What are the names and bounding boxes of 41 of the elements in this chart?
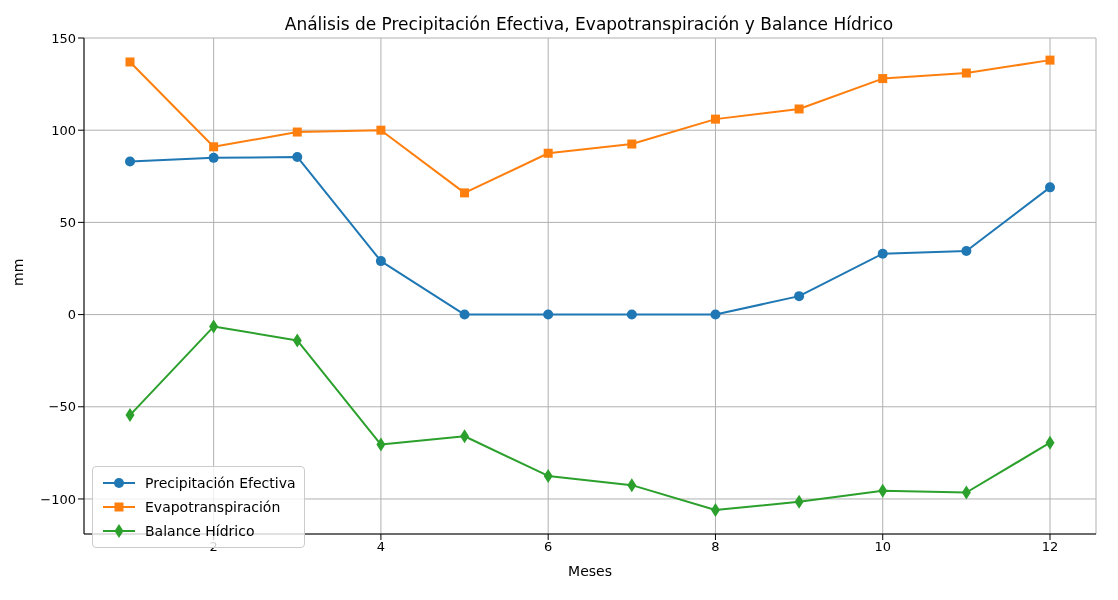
point xyxy=(125,57,135,67)
point xyxy=(208,152,219,163)
point xyxy=(376,125,386,135)
x-tick-label: 4 xyxy=(376,539,386,555)
point xyxy=(543,309,554,320)
point xyxy=(710,309,721,320)
y-tick-label: 150 xyxy=(51,30,76,46)
x-tick-label: 10 xyxy=(874,539,891,555)
point xyxy=(961,68,971,78)
point xyxy=(125,156,135,167)
point xyxy=(794,104,804,114)
x-tick-label: 12 xyxy=(1041,539,1059,555)
legend-label: Precipitación Efectiva xyxy=(145,475,296,491)
point xyxy=(209,142,219,152)
legend-label: Evapotranspiración xyxy=(145,499,281,515)
point xyxy=(292,127,302,137)
point xyxy=(961,245,972,256)
y-tick-label: 0 xyxy=(67,307,76,323)
point xyxy=(292,151,303,162)
point xyxy=(459,309,470,320)
point xyxy=(626,309,637,320)
point xyxy=(375,256,386,267)
point xyxy=(1045,55,1055,65)
point xyxy=(877,248,888,259)
point xyxy=(1045,182,1055,193)
y-tick-label: −100 xyxy=(40,491,76,507)
point xyxy=(794,291,805,302)
point xyxy=(460,188,470,198)
point xyxy=(878,74,888,84)
x-tick-label: 6 xyxy=(544,539,553,555)
y-tick-label: −50 xyxy=(48,399,76,415)
y-axis-title: mm xyxy=(9,258,26,286)
legend-label: Balance Hídrico xyxy=(145,523,255,539)
point xyxy=(543,148,553,158)
x-axis-title: Meses xyxy=(568,563,612,579)
point xyxy=(627,139,637,149)
y-tick-label: 100 xyxy=(51,122,76,138)
y-tick-label: 50 xyxy=(59,215,76,230)
x-tick-label: 8 xyxy=(711,539,720,555)
point xyxy=(710,114,720,124)
chart-title: Análisis de Precipitación Efectiva, Evapotranspiración y Balance Hídrico xyxy=(283,14,895,34)
